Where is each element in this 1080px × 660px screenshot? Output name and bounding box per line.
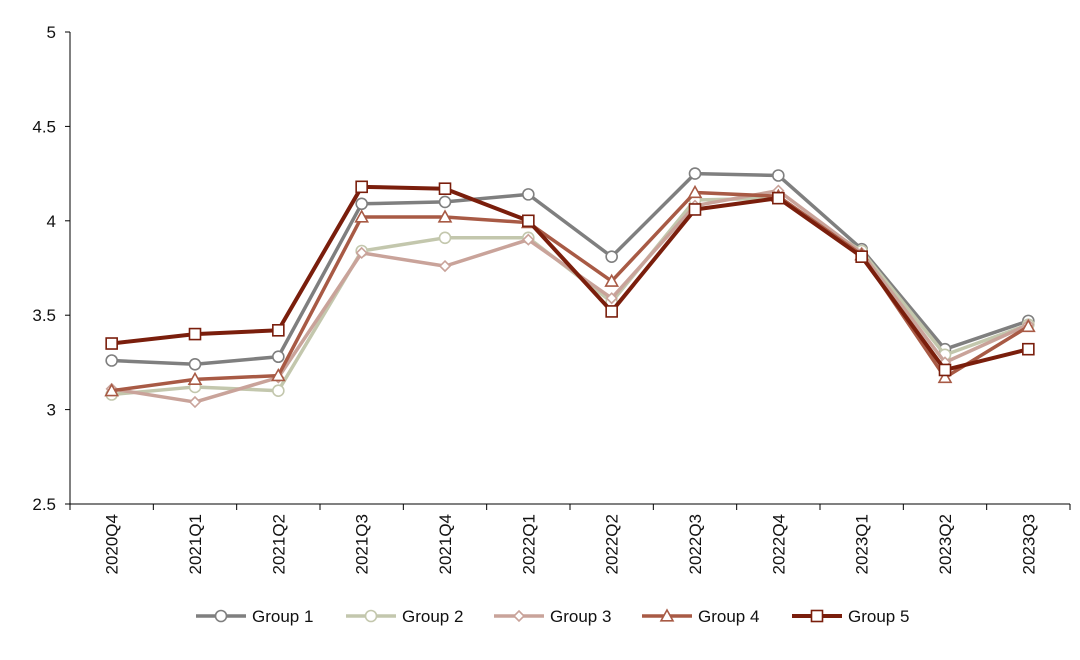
data-point (105, 354, 118, 367)
data-point (688, 203, 702, 216)
data-point (355, 180, 368, 194)
legend-entry: Group 3 (494, 607, 611, 626)
legend-label: Group 5 (848, 607, 909, 626)
x-tick-label: 2022Q1 (519, 514, 538, 575)
y-tick-label: 4.5 (32, 117, 56, 136)
legend-label: Group 4 (698, 607, 759, 626)
data-point (272, 384, 285, 398)
series-layer (104, 167, 1036, 409)
data-point (188, 395, 202, 409)
series-line (111, 184, 1029, 372)
data-point (604, 273, 620, 287)
data-point (937, 369, 953, 384)
data-point (438, 259, 452, 273)
data-point (272, 324, 285, 337)
data-point (605, 305, 618, 318)
data-point (272, 350, 285, 364)
data-point (188, 357, 202, 371)
series-5 (105, 180, 1035, 377)
x-tick-label: 2021Q1 (186, 514, 205, 575)
x-tick-label: 2022Q2 (603, 514, 622, 575)
legend-entry: Group 2 (346, 607, 463, 626)
legend: Group 1 Group 2 Group 3 Group 4 Group 5 (196, 607, 909, 626)
data-point (522, 233, 535, 246)
legend-label: Group 1 (252, 607, 313, 626)
x-tick-label: 2020Q4 (103, 514, 122, 575)
data-point (355, 197, 368, 211)
data-point (772, 191, 785, 205)
data-point (1022, 342, 1035, 356)
data-point (188, 327, 202, 341)
data-point (354, 209, 370, 223)
data-point (1020, 318, 1036, 333)
data-point (688, 167, 702, 180)
x-tick-label: 2022Q4 (769, 514, 788, 575)
x-tick-label: 2023Q3 (1019, 514, 1038, 575)
x-tick-label: 2021Q3 (353, 514, 372, 575)
data-point (438, 231, 452, 245)
data-point (522, 214, 535, 228)
data-point (105, 337, 118, 350)
y-tick-label: 5 (47, 23, 56, 42)
legend-swatch-marker (512, 609, 526, 623)
x-tick-label: 2022Q3 (686, 514, 705, 575)
data-point (605, 250, 618, 263)
data-point (605, 292, 618, 305)
y-tick-label: 3 (47, 401, 56, 420)
legend-entry: Group 4 (642, 607, 759, 626)
series-3 (105, 184, 1035, 409)
legend-swatch-marker (810, 609, 824, 623)
data-point (855, 250, 868, 263)
x-tick-label: 2021Q2 (269, 514, 288, 575)
data-point (438, 195, 452, 209)
legend-label: Group 3 (550, 607, 611, 626)
legend-swatch-marker (364, 609, 378, 623)
legend-entry: Group 1 (196, 607, 313, 626)
data-point (438, 182, 452, 196)
axes: 2.5 3 3.5 4 4.5 5 2020Q4 2021Q1 2021Q2 2021Q3 2021… (32, 23, 1071, 575)
data-point (522, 188, 535, 201)
data-point (355, 246, 368, 260)
data-point (772, 169, 785, 182)
legend-label: Group 2 (402, 607, 463, 626)
legend-swatch-marker (659, 608, 675, 622)
x-tick-label: 2021Q4 (436, 514, 455, 575)
y-tick-label: 4 (47, 212, 56, 231)
y-tick-label: 3.5 (32, 306, 56, 325)
data-point (270, 367, 286, 382)
x-tick-label: 2023Q2 (936, 514, 955, 575)
data-point (104, 383, 120, 397)
y-tick-label: 2.5 (32, 495, 56, 514)
data-point (187, 371, 203, 385)
legend-entry: Group 5 (792, 607, 909, 626)
x-tick-label: 2023Q1 (853, 514, 872, 575)
legend-swatch-marker (214, 609, 228, 623)
data-point (938, 363, 952, 377)
data-point (687, 184, 703, 199)
data-point (437, 209, 453, 223)
